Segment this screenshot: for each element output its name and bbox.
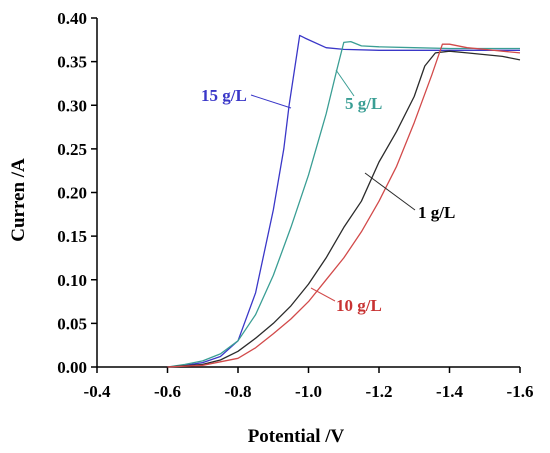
x-tick-label: -0.6 <box>154 382 181 401</box>
leader-line-5gl <box>335 69 355 97</box>
y-tick-label: 0.20 <box>57 184 87 203</box>
leader-line-15gl <box>250 94 292 109</box>
y-tick-label: 0.25 <box>57 140 87 159</box>
series-line-15-g-l <box>167 34 520 368</box>
series-label-10gl: 10 g/L <box>336 296 382 315</box>
y-tick-label: 0.15 <box>57 227 87 246</box>
y-tick-label: 0.35 <box>57 53 87 72</box>
x-tick-label: -0.8 <box>225 382 252 401</box>
series-line-10-g-l <box>167 43 521 368</box>
y-tick-label: 0.10 <box>57 271 87 290</box>
x-tick-label: -1.4 <box>436 382 463 401</box>
series-label-15gl: 15 g/L <box>201 86 247 105</box>
series-line-1-g-l <box>167 50 521 368</box>
series-line-5-g-l <box>167 40 520 368</box>
x-tick-label: -1.0 <box>295 382 322 401</box>
series-label-1gl: 1 g/L <box>418 203 455 222</box>
leader-line-10gl <box>310 287 336 302</box>
x-tick-label: -1.2 <box>366 382 393 401</box>
y-tick-label: 0.00 <box>57 358 87 377</box>
y-tick-label: 0.30 <box>57 96 87 115</box>
series-layer <box>167 34 521 368</box>
x-tick-label: -0.4 <box>84 382 111 401</box>
x-axis-title: Potential /V <box>248 426 345 447</box>
y-tick-label: 0.05 <box>57 314 87 333</box>
y-tick-label: 0.40 <box>57 9 87 28</box>
y-axis-title: Curren /A <box>8 158 29 242</box>
x-ticks: -0.4 -0.6 -0.8 -1.0 -1.2 -1.4 -1.6 <box>84 367 534 401</box>
axes <box>96 18 520 368</box>
y-ticks: 0.00 0.05 0.10 0.15 0.20 0.25 0.30 0.35 0.40 <box>57 9 97 377</box>
leader-line-1gl <box>364 172 416 211</box>
x-tick-label: -1.6 <box>507 382 534 401</box>
series-label-5gl: 5 g/L <box>345 94 382 113</box>
